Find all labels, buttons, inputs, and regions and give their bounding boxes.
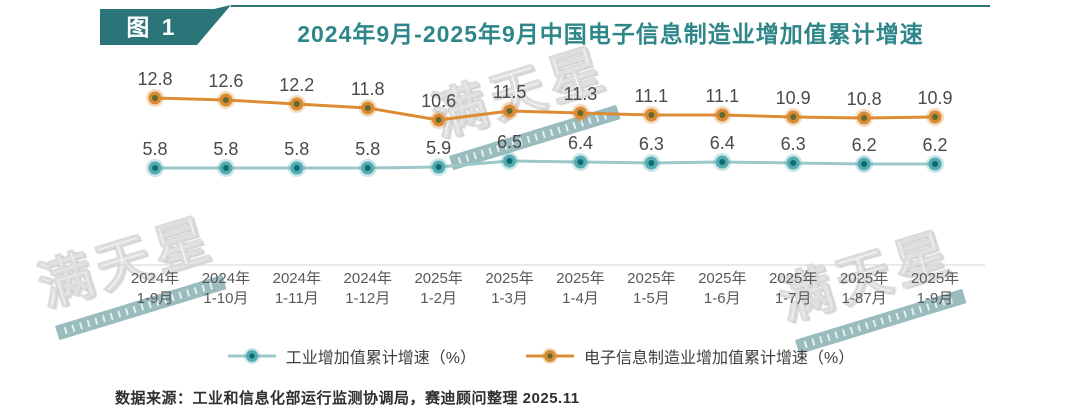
- value-label: 11.8: [351, 79, 385, 99]
- data-point-center: [932, 161, 938, 167]
- x-axis-label: 2025年 1-5月: [627, 270, 675, 307]
- x-axis-label: 2025年 1-2月: [414, 270, 462, 307]
- value-label: 11.1: [635, 86, 669, 106]
- series-line: [155, 159, 935, 170]
- value-label: 12.2: [279, 75, 314, 95]
- value-label: 10.8: [847, 89, 882, 109]
- data-point-center: [648, 112, 655, 118]
- legend-item-industrial: 工业增加值累计增速（%）: [226, 344, 476, 368]
- data-point-center: [861, 115, 868, 121]
- value-label: 6.4: [568, 133, 593, 153]
- value-label: 11.3: [564, 84, 598, 104]
- value-label: 6.3: [781, 134, 806, 154]
- figure-badge-label: 图 1: [126, 14, 177, 40]
- data-point-center: [861, 161, 868, 167]
- data-point-center: [293, 165, 300, 171]
- legend-label: 工业增加值累计增速（%）: [285, 350, 476, 367]
- legend-marker-icon: [227, 348, 276, 364]
- value-label: 11.5: [493, 82, 527, 102]
- series-layer: 5.8 5.8 5.8 5.8 5.9 6.5 6.4 6.3 6.4 6.3 6.2 6.2 12.8…: [137, 69, 953, 177]
- x-axis-label: 2024年 1-9月: [131, 270, 179, 307]
- value-label: 6.2: [922, 135, 947, 155]
- data-point-center: [719, 112, 726, 118]
- data-point-center: [932, 114, 938, 120]
- legend-item-electronics: 电子信息制造业增加值累计增速（%）: [524, 344, 854, 368]
- data-point-center: [364, 105, 371, 111]
- x-axis-label: 2025年 1-3月: [485, 270, 533, 307]
- data-point-center: [577, 159, 584, 165]
- data-point-center: [152, 165, 158, 171]
- legend-label: 电子信息制造业增加值累计增速（%）: [584, 350, 855, 367]
- figure-badge: [100, 5, 231, 45]
- legend: 工业增加值累计增速（%） 电子信息制造业增加值累计增速（%）: [0, 344, 1080, 368]
- x-axis-labels: 2024年 1-9月 2024年 1-10月 2024年 1-11月 2024年 1-12月 2…: [131, 270, 959, 307]
- value-label: 5.8: [142, 139, 167, 159]
- series-industrial: 5.8 5.8 5.8 5.8 5.9 6.5 6.4 6.3 6.4 6.3 6.2 6.2: [142, 132, 948, 177]
- data-point-center: [222, 97, 229, 103]
- value-label: 6.4: [710, 133, 735, 153]
- value-label: 10.9: [776, 88, 811, 108]
- x-axis-label: 2024年 1-10月: [202, 270, 250, 307]
- value-label: 11.1: [705, 86, 739, 106]
- value-label: 10.9: [917, 88, 952, 108]
- value-label: 12.8: [137, 69, 172, 89]
- x-axis-label: 2024年 1-12月: [344, 270, 392, 307]
- x-axis-label: 2025年 1-7月: [769, 270, 817, 307]
- data-point-center: [364, 165, 371, 171]
- value-label: 12.6: [208, 71, 243, 91]
- data-point-center: [222, 165, 229, 171]
- value-label: 5.9: [426, 138, 451, 158]
- x-axis-label: 2025年 1-4月: [556, 270, 604, 307]
- series-electronics: 12.8 12.6 12.2 11.8 10.6 11.5 11.3 11.1 11.1 10.9…: [137, 69, 953, 129]
- chart-title: 2024年9月-2025年9月中国电子信息制造业增加值累计增速: [297, 21, 924, 47]
- data-point-center: [152, 95, 158, 101]
- x-axis-label: 2025年 1-6月: [698, 270, 746, 307]
- data-point-center: [648, 160, 655, 166]
- data-source: 数据来源：工业和信息化部运行监测协调局，赛迪顾问整理 2025.11: [115, 390, 580, 407]
- x-axis-label: 2025年 1-9月: [911, 270, 959, 307]
- data-point-center: [506, 108, 513, 114]
- x-axis-label: 2025年 1-87月: [840, 270, 888, 307]
- data-point-center: [435, 164, 442, 170]
- value-label: 6.2: [852, 135, 877, 155]
- data-point-center: [790, 114, 797, 120]
- value-label: 10.6: [421, 91, 456, 111]
- value-label: 5.8: [355, 139, 380, 159]
- value-label: 6.5: [497, 132, 522, 152]
- data-point-center: [435, 117, 442, 123]
- value-label: 5.8: [213, 139, 238, 159]
- legend-marker-icon: [526, 348, 574, 364]
- x-axis-label: 2024年 1-11月: [273, 270, 321, 307]
- data-point-center: [577, 110, 584, 116]
- data-point-center: [293, 101, 300, 107]
- value-label: 6.3: [639, 134, 664, 154]
- data-point-center: [719, 159, 726, 165]
- data-point-center: [506, 158, 513, 164]
- data-point-center: [790, 160, 797, 166]
- series-line: [154, 96, 936, 122]
- value-label: 5.8: [284, 139, 309, 159]
